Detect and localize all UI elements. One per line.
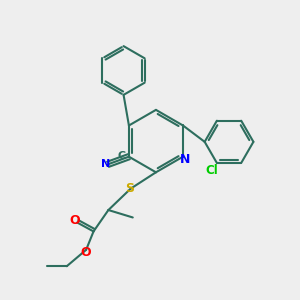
Text: C: C [117,151,125,161]
Text: S: S [126,182,135,195]
Text: Cl: Cl [205,164,218,177]
Text: O: O [81,246,92,259]
Text: N: N [101,159,110,169]
Text: N: N [180,153,190,166]
Text: O: O [69,214,80,227]
